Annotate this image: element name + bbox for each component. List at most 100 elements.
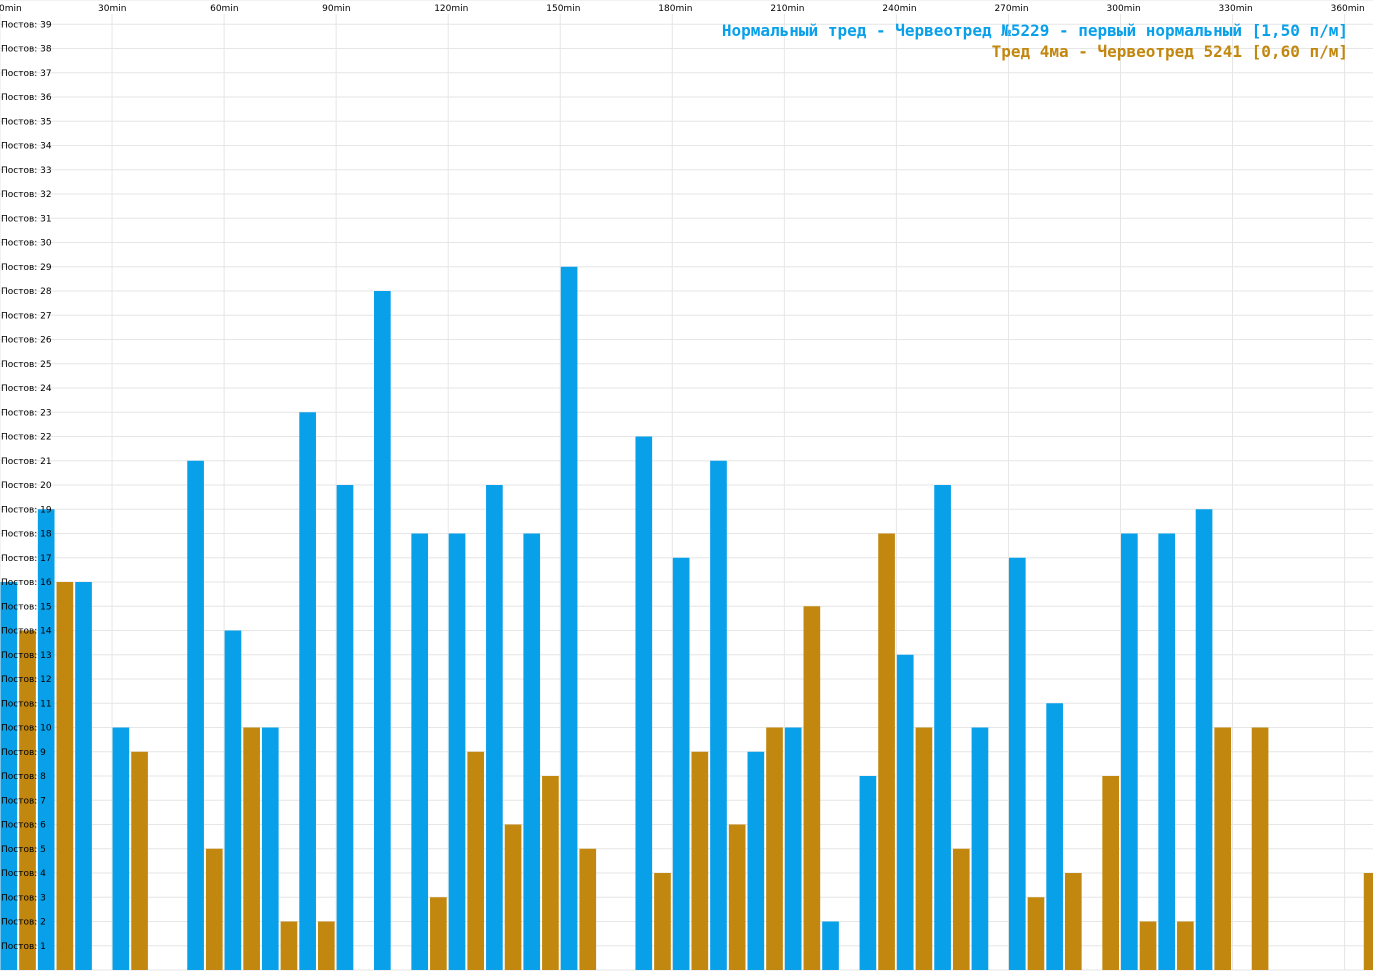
bar-series-1 [784, 727, 802, 970]
y-tick-label: Постов: 34 [1, 142, 52, 152]
y-tick-label: Постов: 17 [1, 554, 52, 564]
y-tick-label: Постов: 28 [1, 287, 52, 297]
legend-series-1: Нормальный тред - Червеотред №5229 - пер… [721, 21, 1348, 40]
bar-series-2 [1027, 897, 1045, 970]
bar-series-1 [1195, 509, 1213, 970]
bar-series-1 [1158, 533, 1176, 970]
y-tick-label: Постов: 39 [1, 20, 52, 30]
bar-series-2 [728, 824, 746, 970]
bar-series-1 [336, 485, 354, 970]
y-tick-label: Постов: 19 [1, 505, 52, 515]
bar-series-2 [803, 606, 821, 970]
bar-series-1 [934, 485, 951, 970]
bar-series-2 [1064, 873, 1082, 970]
bar-series-1 [411, 533, 429, 970]
y-tick-label: Постов: 25 [1, 360, 52, 370]
bars [0, 266, 1373, 970]
bar-series-2 [504, 824, 522, 970]
bar-series-1 [859, 776, 877, 970]
bar-series-2 [542, 776, 559, 970]
y-tick-label: Постов: 4 [1, 869, 46, 879]
bar-series-1 [1046, 703, 1063, 970]
bar-series-1 [710, 460, 727, 970]
y-tick-label: Постов: 29 [1, 263, 52, 273]
bar-series-1 [187, 460, 204, 970]
bar-series-1 [1121, 533, 1138, 970]
y-tick-label: Постов: 20 [1, 481, 52, 491]
bar-series-2 [915, 727, 933, 970]
bar-series-2 [1139, 921, 1157, 970]
y-tick-label: Постов: 6 [1, 821, 46, 831]
bar-series-1 [486, 485, 503, 970]
bar-series-1 [374, 291, 391, 970]
bar-series-1 [896, 654, 914, 970]
legend: Нормальный тред - Червеотред №5229 - пер… [722, 20, 1348, 62]
bar-series-1 [560, 266, 578, 970]
bar-series-1 [261, 727, 279, 970]
bar-series-1 [747, 751, 765, 970]
bar-series-2 [467, 751, 485, 970]
bar-series-1 [523, 533, 541, 970]
bar-series-1 [1008, 557, 1026, 970]
y-tick-label: Постов: 38 [1, 45, 52, 55]
x-tick-label: 120min [434, 4, 468, 14]
y-tick-label: Постов: 3 [1, 893, 46, 903]
bar-series-2 [766, 727, 783, 970]
bar-series-2 [1102, 776, 1119, 970]
y-tick-label: Постов: 18 [1, 530, 52, 540]
bar-series-2 [1177, 921, 1194, 970]
x-tick-label: 330min [1219, 4, 1253, 14]
y-tick-label: Постов: 9 [1, 748, 46, 758]
bar-series-1 [448, 533, 466, 970]
bar-series-2 [56, 582, 74, 970]
x-tick-label: 300min [1107, 4, 1141, 14]
y-tick-label: Постов: 21 [1, 457, 52, 467]
y-tick-label: Постов: 1 [1, 942, 46, 952]
bar-series-1 [299, 412, 316, 970]
bar-series-2 [131, 751, 148, 970]
x-tick-label: 360min [1331, 4, 1365, 14]
x-tick-label: 240min [882, 4, 916, 14]
x-tick-label: 60min [210, 4, 238, 14]
x-tick-label: 0min [0, 4, 22, 14]
y-tick-label: Постов: 2 [1, 918, 46, 928]
y-tick-label: Постов: 8 [1, 772, 46, 782]
x-tick-label: 180min [658, 4, 692, 14]
bar-series-2 [430, 897, 447, 970]
y-tick-label: Постов: 24 [1, 384, 52, 394]
bar-series-2 [1363, 873, 1373, 970]
x-tick-label: 210min [770, 4, 804, 14]
bar-series-1 [224, 630, 242, 970]
x-axis-ticks: 0min 30min 60min 90min 120min 150min 180min 210… [0, 4, 1365, 14]
bar-series-2 [1251, 727, 1269, 970]
bar-series-2 [243, 727, 260, 970]
x-tick-label: 30min [98, 4, 126, 14]
x-tick-label: 270min [994, 4, 1028, 14]
y-axis-ticks: Постов: 1 Постов: 2 Постов: 3 Постов: 4 Пост… [1, 20, 52, 952]
y-tick-label: Постов: 27 [1, 311, 52, 321]
bar-series-2 [952, 848, 970, 970]
bar-series-1 [822, 921, 839, 970]
bar-series-1 [37, 509, 55, 970]
y-tick-label: Постов: 14 [1, 627, 52, 637]
y-tick-label: Постов: 23 [1, 408, 52, 418]
bar-series-2 [579, 848, 597, 970]
bar-series-2 [205, 848, 223, 970]
bar-series-2 [280, 921, 298, 970]
y-tick-label: Постов: 16 [1, 578, 52, 588]
y-tick-label: Постов: 33 [1, 166, 52, 176]
y-tick-label: Постов: 12 [1, 675, 52, 685]
bar-series-2 [691, 751, 709, 970]
y-tick-label: Постов: 36 [1, 93, 52, 103]
bar-series-1 [0, 582, 18, 970]
y-tick-label: Постов: 15 [1, 602, 52, 612]
y-tick-label: Постов: 37 [1, 69, 52, 79]
bar-series-2 [654, 873, 671, 970]
y-tick-label: Постов: 11 [1, 699, 52, 709]
y-tick-label: Постов: 13 [1, 651, 52, 661]
bar-series-1 [971, 727, 989, 970]
y-tick-label: Постов: 31 [1, 214, 52, 224]
bar-series-1 [672, 557, 690, 970]
y-tick-label: Постов: 32 [1, 190, 52, 200]
